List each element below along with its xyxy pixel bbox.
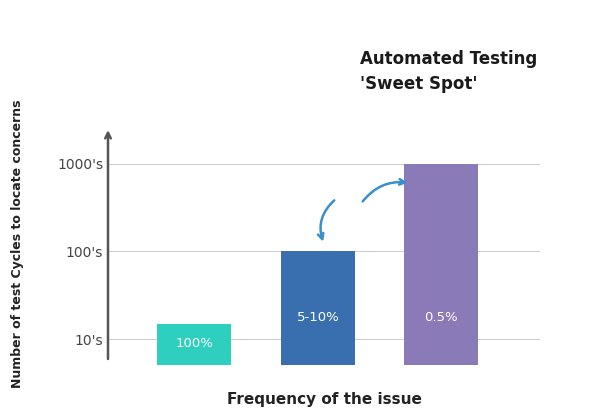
Text: 100%: 100% <box>175 337 214 350</box>
Text: Automated Testing
'Sweet Spot': Automated Testing 'Sweet Spot' <box>360 50 537 93</box>
Bar <box>157 323 232 420</box>
Bar <box>281 251 355 420</box>
Bar <box>404 164 478 420</box>
Text: Frequency of the issue: Frequency of the issue <box>227 392 421 407</box>
Text: 5-10%: 5-10% <box>296 310 339 323</box>
Text: 0.5%: 0.5% <box>424 310 458 323</box>
Text: Number of test Cycles to locate concerns: Number of test Cycles to locate concerns <box>11 100 25 388</box>
